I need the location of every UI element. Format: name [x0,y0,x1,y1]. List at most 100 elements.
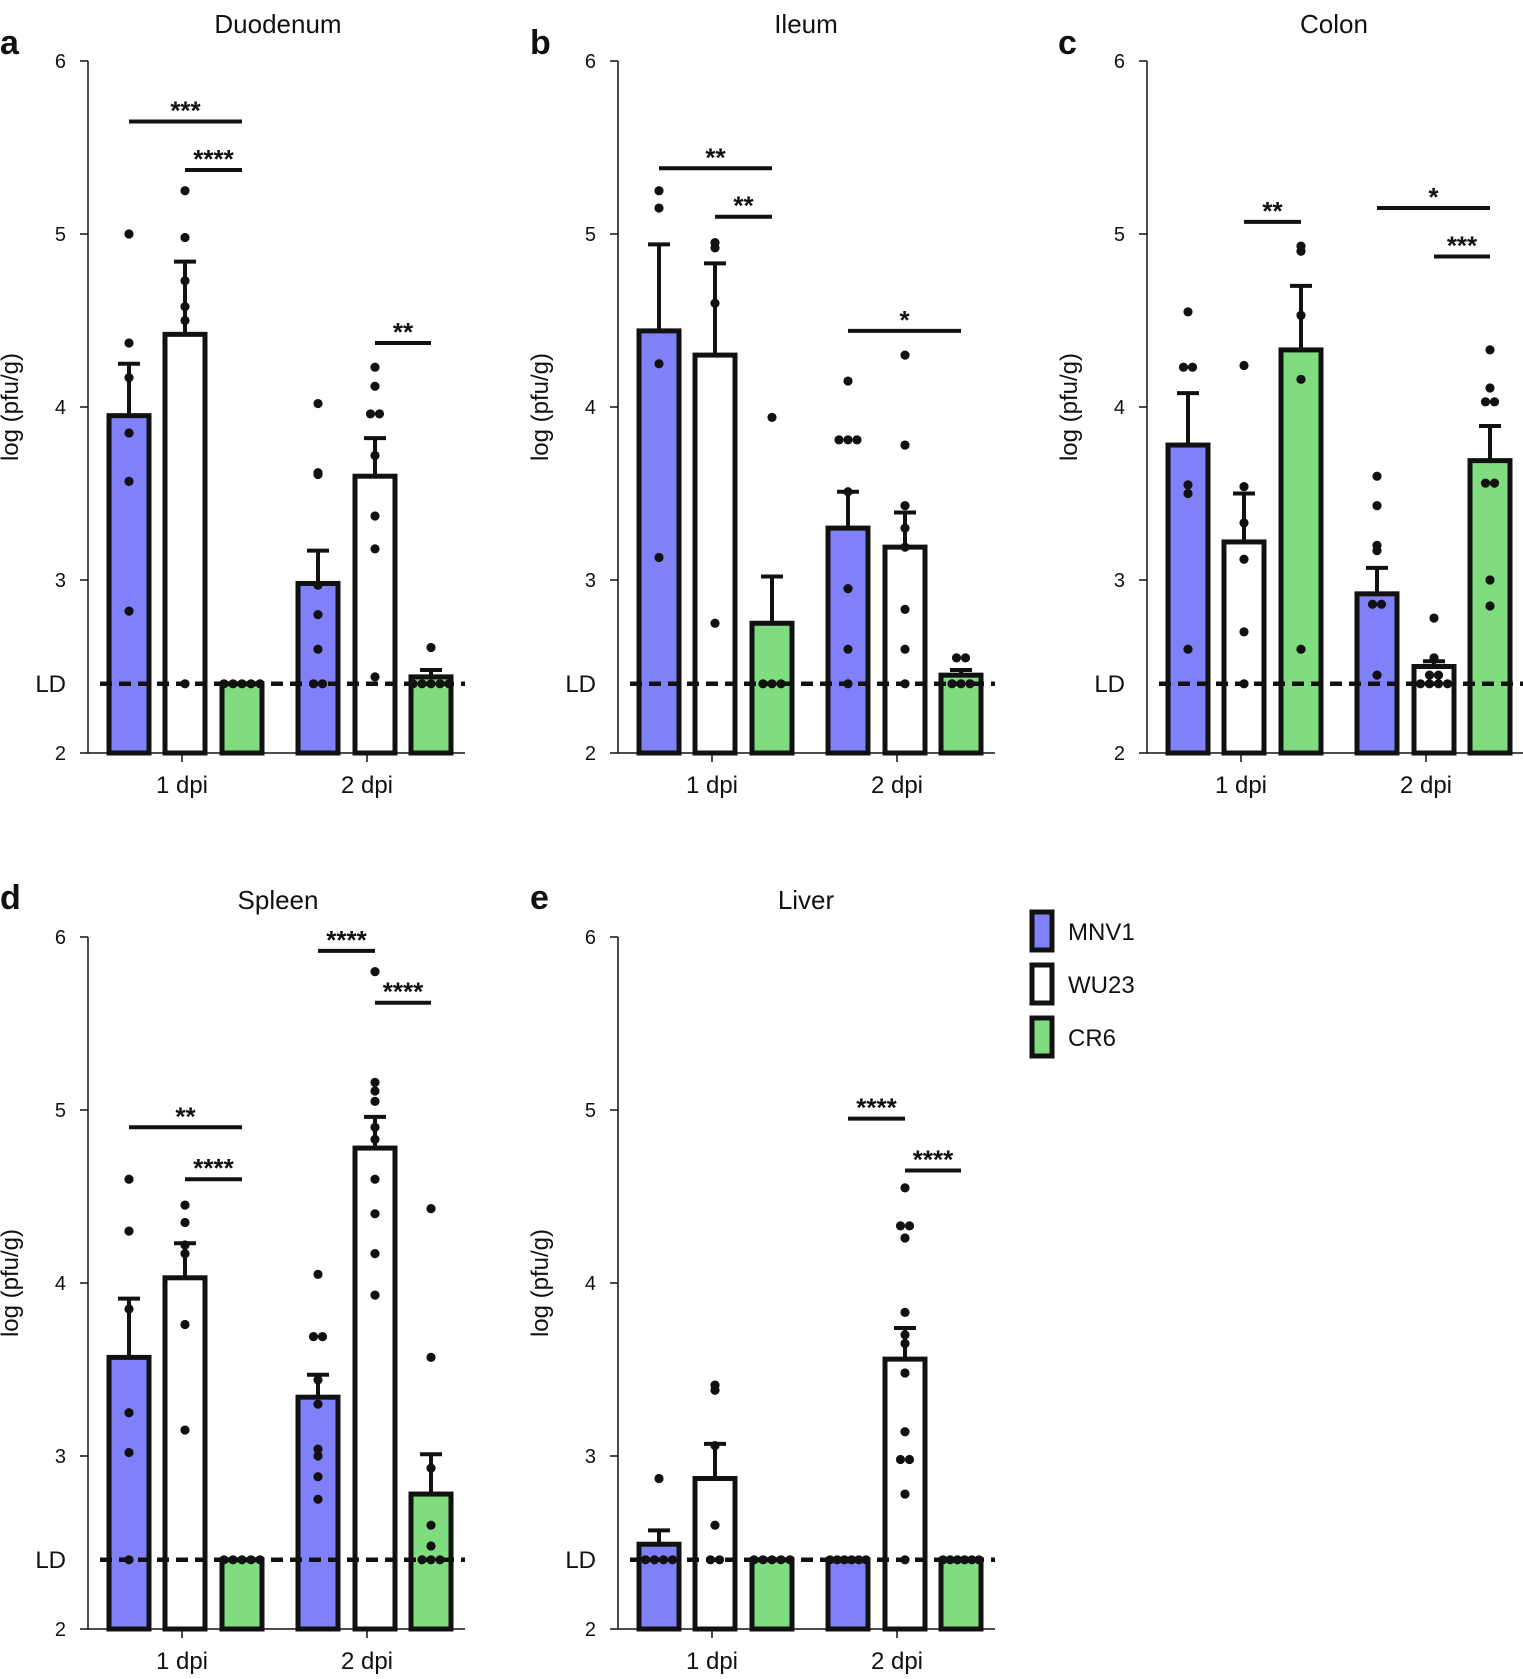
bar-wu23 [692,1475,738,1632]
y-axis-title: log (pfu/g) [1056,353,1083,461]
data-point [124,606,134,616]
x-tick-label: 1 dpi [1215,772,1267,799]
legend-swatch-cr6 [1029,1015,1055,1059]
data-point [1296,374,1306,384]
y-tick-label: 6 [55,51,66,73]
data-point [370,1174,380,1184]
data-point [1480,478,1491,488]
significance-label: * [899,305,910,335]
data-point [180,1319,190,1330]
bar-mnv1 [825,525,871,756]
data-point [313,1444,323,1454]
data-point [426,642,436,653]
x-tick-label: 1 dpi [156,772,208,799]
data-point [426,1463,436,1473]
x-tick-label: 1 dpi [686,772,738,799]
data-point [654,1473,664,1484]
y-tick-label: 3 [55,570,66,592]
bar-cr6 [749,1557,795,1632]
data-point [370,1134,380,1145]
data-point [313,644,323,654]
data-point [1429,613,1439,623]
data-point [180,1240,190,1250]
data-point [370,1122,380,1132]
x-tick-label: 2 dpi [341,772,393,799]
data-point [180,1248,190,1259]
data-point [370,1290,380,1300]
data-point [767,412,777,422]
data-point [900,1338,910,1349]
data-point [1296,310,1306,320]
data-point [313,1399,323,1409]
data-point [417,679,427,689]
panel-title: Colon [1300,9,1368,39]
panel-letter: b [530,24,551,62]
data-point [904,1454,915,1465]
data-point [710,243,720,253]
data-point [370,1096,380,1106]
data-point [180,302,190,312]
data-point [847,1555,857,1565]
panel-letter: d [0,879,21,917]
significance-label: **** [856,1093,897,1123]
data-point [900,1183,910,1193]
data-point [1372,670,1382,680]
data-point [370,1086,380,1096]
data-point [246,679,256,689]
data-point [246,1555,256,1565]
data-point [435,1555,445,1565]
y-tick-label: 5 [585,224,596,246]
data-point [370,450,380,461]
bar-wu23 [352,1145,398,1632]
panel-title: Ileum [774,9,838,39]
data-point [1239,554,1249,564]
y-tick-label: 2 [585,1619,596,1641]
data-point [900,1307,910,1318]
x-tick-label: 2 dpi [871,772,923,799]
y-tick-label: 3 [1114,570,1125,592]
data-point [313,1269,323,1279]
data-point [900,1489,910,1499]
data-point [370,1209,380,1219]
y-axis-title: log (pfu/g) [0,353,24,461]
data-point [900,501,910,511]
data-point [1372,501,1382,511]
y-tick-label: 4 [55,397,66,419]
data-point [843,487,853,497]
data-point [843,376,853,386]
bar-cr6 [938,672,984,756]
data-point [1296,246,1306,256]
data-point [640,1555,651,1565]
data-point [843,584,853,594]
data-point [1424,670,1435,680]
data-point [370,672,380,682]
data-point [370,381,380,391]
data-point [124,338,134,348]
ld-label: LD [1094,671,1125,698]
panel-letter: c [1058,24,1077,62]
data-point [180,1200,190,1210]
data-point [900,523,910,533]
data-point [426,1541,436,1551]
data-point [365,409,376,419]
y-tick-label: 6 [55,927,66,949]
y-tick-label: 2 [1114,743,1125,765]
data-point [426,1352,436,1362]
bar-mnv1 [295,1394,341,1632]
y-tick-label: 5 [55,224,66,246]
data-point [313,1494,323,1504]
data-point [967,1555,977,1565]
y-tick-label: 6 [585,927,596,949]
data-point [710,1520,720,1530]
data-point [1485,383,1495,393]
x-tick-label: 2 dpi [871,1648,923,1675]
data-point [1187,362,1198,372]
y-tick-label: 5 [1114,224,1125,246]
significance-label: ** [733,191,754,221]
significance-label: *** [1447,230,1478,260]
data-point [843,435,853,445]
y-tick-label: 4 [585,1273,596,1295]
data-point [960,653,971,663]
